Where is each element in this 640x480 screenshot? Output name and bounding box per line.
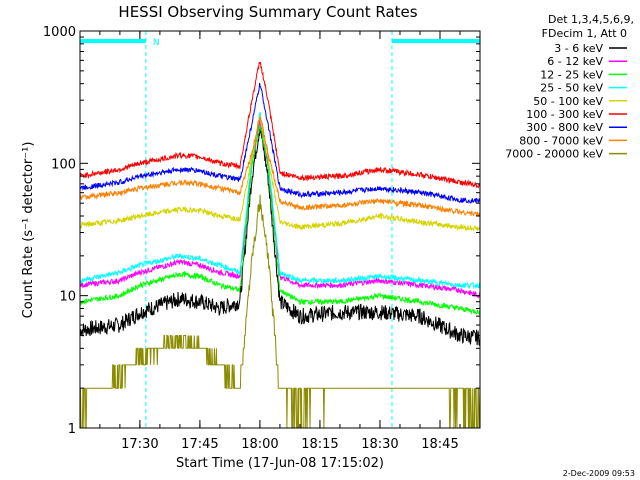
y-tick-label: 100 (51, 157, 76, 172)
series-line-1 (79, 128, 481, 346)
series-line-7 (79, 82, 481, 204)
series-line-6 (79, 61, 481, 189)
x-tick-label: 18:15 (301, 437, 338, 452)
series-line-8 (79, 116, 481, 217)
y-axis-label: Count Rate (s⁻¹ detector⁻¹) (21, 142, 36, 319)
legend-label: 100 - 300 keV (526, 108, 603, 121)
legend-header-line-1: Det 1,3,4,5,6,9, (548, 13, 634, 26)
legend-label: 800 - 7000 keV (519, 134, 603, 147)
plot-frame (79, 30, 481, 429)
x-tick-label: 17:30 (121, 437, 158, 452)
legend-label: 50 - 100 keV (533, 95, 603, 108)
legend-label: 3 - 6 keV (554, 42, 603, 55)
y-tick-label: 1000 (43, 25, 76, 40)
legend-label: 12 - 25 keV (540, 68, 603, 81)
y-tick-label: 1 (68, 422, 76, 437)
timestamp: 2-Dec-2009 09:53 (563, 469, 635, 478)
x-tick-label: 18:00 (241, 437, 278, 452)
legend-label: 300 - 800 keV (526, 121, 603, 134)
series-line-4 (79, 112, 481, 290)
series-line-9 (79, 194, 481, 429)
legend-label: 25 - 50 keV (540, 82, 603, 95)
chart-title: HESSI Observing Summary Count Rates (118, 3, 417, 21)
legend-header-line-2: FDecim 1, Att 0 (542, 27, 627, 40)
y-tick-label: 10 (59, 290, 76, 305)
legend-label: 6 - 12 keV (547, 55, 603, 68)
x-tick-label: 18:30 (361, 437, 398, 452)
x-axis-label: Start Time (17-Jun-08 17:15:02) (176, 456, 384, 471)
x-tick-label: 17:45 (181, 437, 218, 452)
series-line-5 (79, 114, 481, 232)
series-line-3 (79, 124, 480, 315)
series-line-2 (79, 120, 481, 299)
legend-label: 7000 - 20000 keV (505, 148, 603, 161)
x-tick-label: 18:45 (421, 437, 458, 452)
night-marker-label: N (153, 38, 160, 48)
